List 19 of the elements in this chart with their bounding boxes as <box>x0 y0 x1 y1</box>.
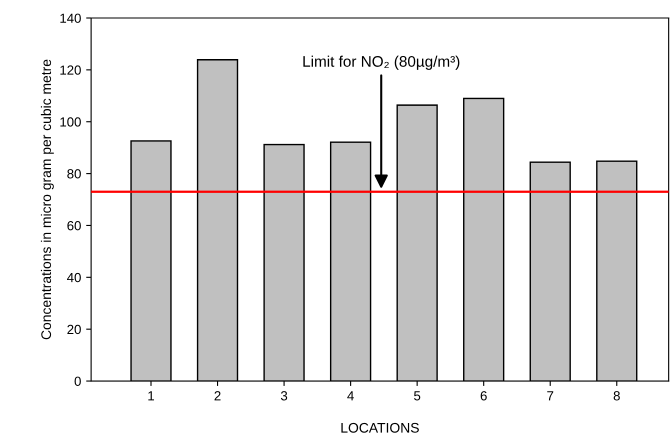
ref-line-label: Limit for NO₂ (80µg/m³) <box>303 56 460 70</box>
y-tick-label: 40 <box>67 272 81 282</box>
x-tick-label: 4 <box>347 391 354 400</box>
x-tick-label: 8 <box>614 391 620 400</box>
x-tick-label: 6 <box>480 391 487 400</box>
y-axis-title: Concentrations in micro gram per cubic metre <box>40 60 54 340</box>
y-tick-label: 20 <box>67 324 81 334</box>
x-axis-title: LOCATIONS <box>341 422 419 433</box>
y-tick-label: 120 <box>60 65 81 75</box>
y-tick-label: 60 <box>67 221 81 230</box>
y-tick-label: 0 <box>74 376 81 386</box>
y-tick-label: 140 <box>60 14 81 23</box>
x-tick-label: 7 <box>547 391 554 400</box>
x-tick-label: 3 <box>280 391 288 400</box>
x-tick-label: 2 <box>214 391 221 400</box>
y-tick-label: 80 <box>67 169 81 179</box>
x-tick-label: 5 <box>414 391 420 400</box>
y-tick-label: 100 <box>60 117 81 127</box>
x-tick-label: 1 <box>148 391 154 400</box>
